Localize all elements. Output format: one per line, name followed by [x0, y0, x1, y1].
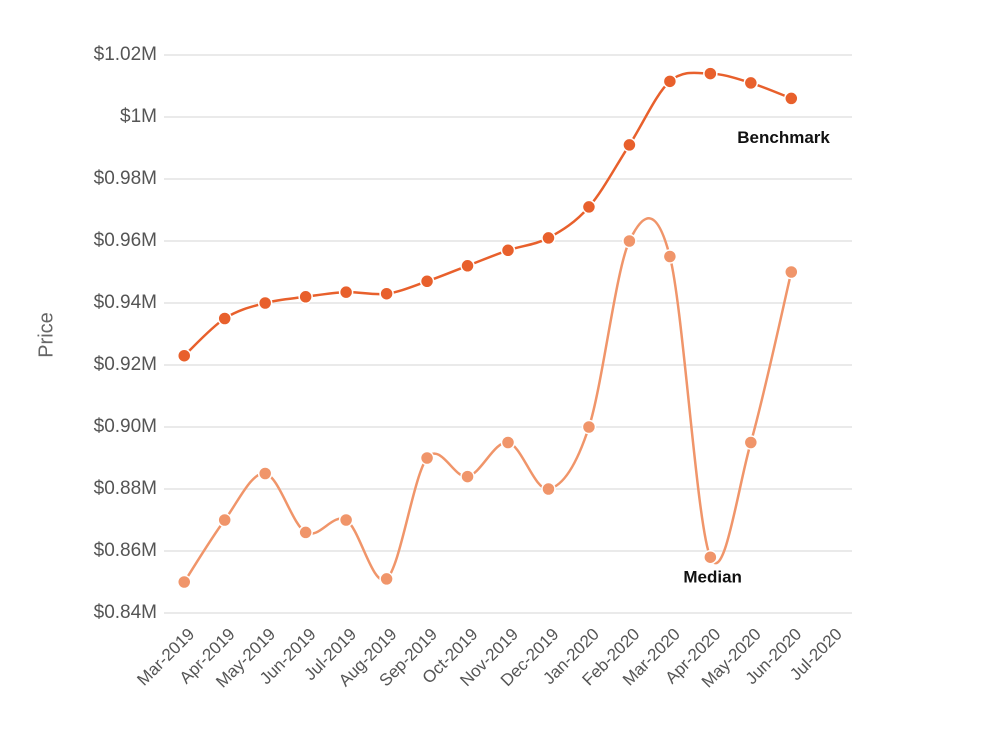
y-tick-label: $0.96M: [94, 230, 157, 251]
y-tick-label: $0.88M: [94, 478, 157, 499]
data-point: [217, 311, 232, 326]
data-point: [784, 264, 799, 280]
data-point: [622, 233, 637, 249]
data-point: [622, 137, 637, 153]
data-point: [176, 348, 192, 363]
data-point: [419, 450, 435, 466]
data-point: [541, 481, 556, 497]
data-point: [500, 243, 516, 258]
y-tick-label: $0.94M: [94, 292, 157, 313]
data-point: [257, 295, 273, 311]
series-line: [183, 71, 792, 357]
data-point: [460, 469, 475, 484]
data-point: [338, 512, 354, 528]
data-point: [257, 466, 273, 481]
y-axis-label: Price: [35, 312, 57, 358]
data-point: [743, 75, 759, 91]
data-point: [298, 289, 313, 305]
data-point: [743, 435, 759, 450]
data-point: [703, 66, 718, 81]
series-line: [183, 217, 793, 583]
y-tick-label: $0.92M: [94, 354, 157, 375]
data-point: [500, 435, 516, 450]
series-label: Benchmark: [737, 128, 830, 147]
y-tick-label: $1.02M: [94, 44, 157, 65]
data-point: [379, 571, 394, 587]
data-point: [662, 249, 678, 264]
y-tick-label: $0.84M: [94, 602, 157, 623]
y-tick-label: $0.90M: [94, 416, 157, 437]
data-point: [217, 512, 232, 528]
data-point: [338, 284, 354, 300]
y-tick-label: $0.98M: [94, 168, 157, 189]
data-point: [581, 419, 597, 435]
y-tick-label: $0.86M: [94, 540, 157, 561]
data-point: [581, 199, 597, 215]
data-point: [784, 91, 799, 106]
y-tick-label: $1M: [120, 106, 157, 127]
data-point: [419, 274, 435, 289]
data-point: [379, 286, 394, 301]
data-point: [298, 525, 313, 540]
data-point: [703, 549, 718, 565]
data-point: [460, 258, 475, 274]
data-point: [541, 230, 556, 246]
data-point: [662, 74, 678, 89]
series-label: Median: [683, 568, 742, 587]
data-point: [176, 574, 192, 590]
